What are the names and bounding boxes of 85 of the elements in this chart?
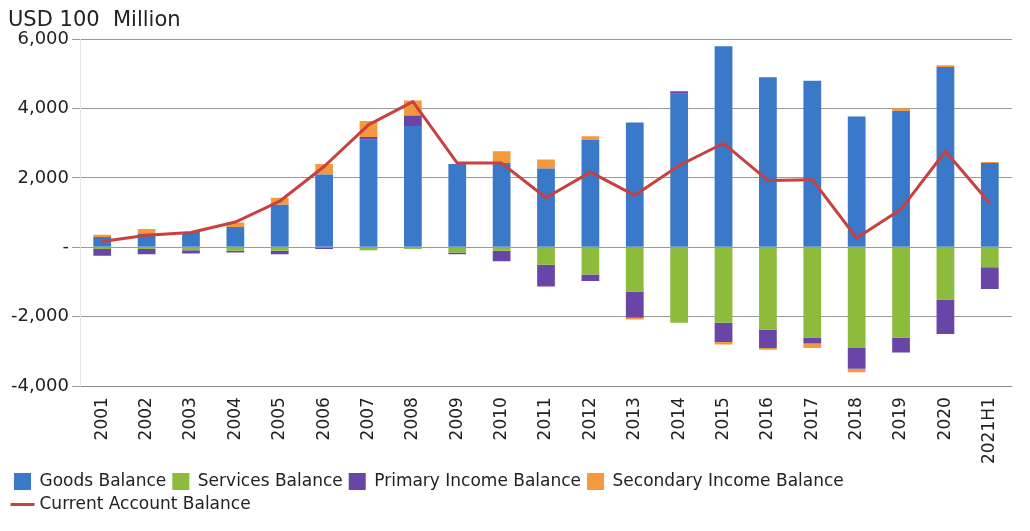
y-tick-label: -4,000 (10, 373, 70, 395)
bar (492, 163, 511, 247)
bar (137, 249, 156, 255)
bar (404, 125, 422, 247)
x-tick-label: 2012 (578, 397, 599, 441)
x-tick-label: 2014 (667, 397, 688, 441)
bar (803, 80, 822, 247)
bar (537, 159, 555, 169)
x-tick-label: 2010 (490, 397, 511, 441)
x-tick-label: 2002 (135, 397, 156, 441)
bar (670, 93, 689, 247)
bar (670, 247, 689, 323)
x-tick-label: 2017 (800, 397, 821, 441)
y-tick-label: 2,000 (17, 165, 70, 187)
bar (492, 151, 511, 164)
x-tick-label: 2018 (845, 397, 866, 441)
bar (581, 247, 600, 275)
y-tick-label: -2,000 (10, 304, 70, 326)
bar (936, 299, 955, 335)
bar (936, 66, 955, 247)
bar (448, 247, 467, 253)
x-tick-label: 2009 (445, 397, 466, 441)
bar (226, 226, 245, 247)
x-tick-label: 2020 (933, 397, 954, 441)
x-tick-label: 2011 (534, 397, 555, 441)
bar (625, 247, 644, 292)
bar (803, 343, 822, 348)
bar (315, 174, 333, 247)
x-tick-label: 2007 (356, 397, 377, 441)
bar (980, 247, 999, 268)
bar (625, 291, 644, 318)
bar (581, 274, 600, 282)
legend-label: Primary Income Balance (374, 469, 582, 490)
legend-label: Goods Balance (39, 469, 167, 490)
bar (759, 77, 777, 247)
x-tick-label: 2006 (312, 397, 333, 441)
bar (492, 247, 511, 251)
bar (537, 264, 555, 287)
bar (714, 342, 733, 345)
bar (892, 247, 910, 338)
legend-label: Secondary Income Balance (612, 469, 844, 490)
bar (492, 250, 511, 262)
bar (537, 168, 555, 247)
bar (270, 204, 289, 247)
bar (93, 249, 112, 256)
x-tick-label: 2008 (401, 397, 422, 441)
legend-label: Services Balance (197, 469, 343, 490)
x-tick-label: 2003 (179, 397, 200, 441)
bar (270, 247, 289, 251)
bar (759, 329, 777, 348)
x-tick-label: 2019 (889, 397, 910, 441)
y-tick-label: - (62, 235, 70, 257)
bar (670, 91, 689, 94)
bar (93, 234, 112, 237)
bar (714, 247, 733, 323)
bar (759, 247, 777, 330)
bar (581, 136, 600, 140)
bar (847, 116, 866, 247)
x-tick-label: 2005 (268, 397, 289, 441)
bar (980, 163, 999, 247)
x-tick-label: 2001 (90, 397, 111, 441)
x-tick-label: 2015 (711, 397, 732, 441)
bar (448, 164, 467, 247)
bar (404, 115, 422, 126)
bar (892, 111, 910, 247)
bar (359, 139, 378, 247)
bar (803, 247, 822, 338)
x-tick-label: 2021H1 (978, 397, 999, 465)
bar (182, 232, 200, 247)
bar (714, 46, 733, 247)
x-tick-label: 2004 (223, 397, 244, 441)
bar (847, 247, 866, 348)
x-tick-label: 2016 (756, 397, 777, 441)
bar (714, 322, 733, 343)
bar (980, 267, 999, 289)
bar (359, 137, 378, 140)
bar (847, 347, 866, 369)
bar (892, 337, 910, 353)
bar (581, 139, 600, 247)
y-tick-label: 4,000 (17, 96, 70, 118)
bar (936, 247, 955, 300)
legend-label: Current Account Balance (39, 492, 251, 513)
x-tick-label: 2013 (623, 397, 644, 441)
bar (625, 122, 644, 247)
bar (537, 247, 555, 265)
